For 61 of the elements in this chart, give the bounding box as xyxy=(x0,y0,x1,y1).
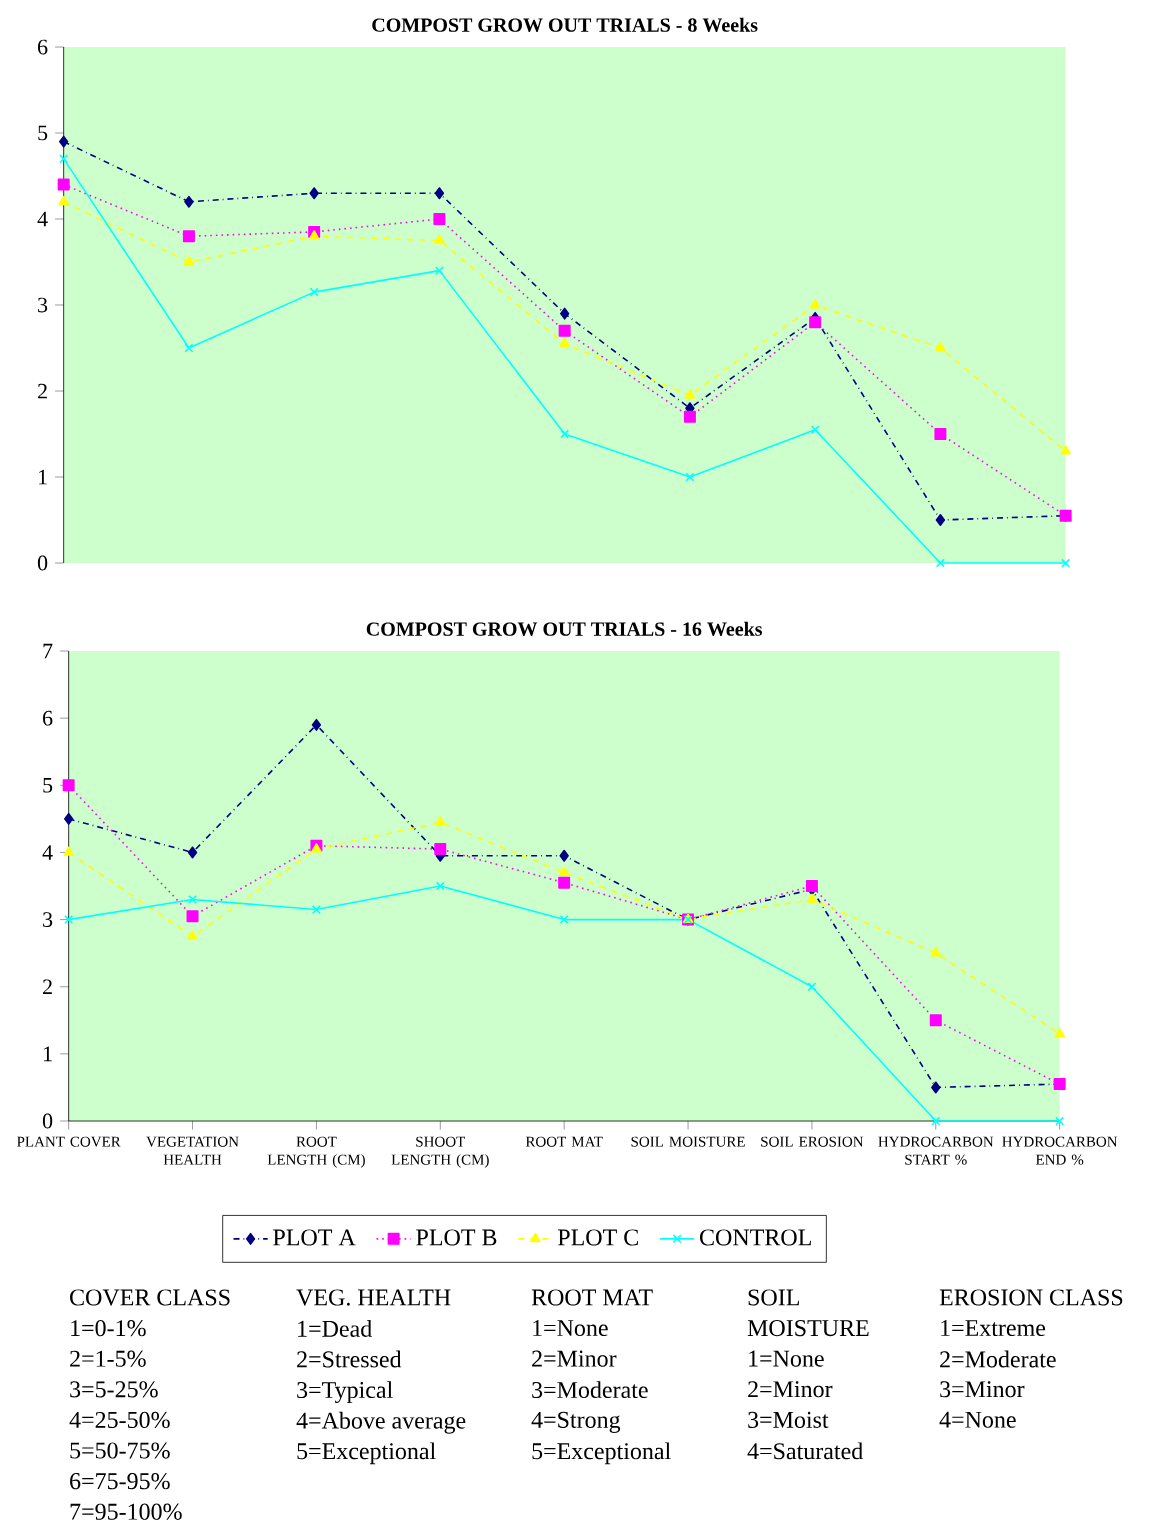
x-tick-label: ROOT LENGTH (CM) xyxy=(267,1136,366,1168)
y-tick-label: 2 xyxy=(38,383,48,399)
text: SOIL xyxy=(748,1289,800,1306)
legend-label: PLOT B xyxy=(416,1229,497,1246)
y-tick-label: 0 xyxy=(43,1113,53,1129)
text: 2=Minor xyxy=(748,1381,833,1398)
y-tick-label: 5 xyxy=(43,778,53,793)
text: 4=Strong xyxy=(531,1411,621,1433)
legend-label: PLOT A xyxy=(273,1229,356,1246)
y-tick-label: 2 xyxy=(43,979,53,995)
text: 1=None xyxy=(533,1320,608,1337)
text: EROSION CLASS xyxy=(939,1289,1123,1306)
text: 5=Exceptional xyxy=(532,1442,671,1465)
text: COVER CLASS xyxy=(70,1289,230,1306)
x-tick-label: ROOT MAT xyxy=(526,1136,603,1147)
text: 2=Minor xyxy=(532,1350,617,1367)
chart-title: COMPOST GROW OUT TRIALS - 16 Weeks xyxy=(366,621,763,636)
y-tick-label: 0 xyxy=(38,555,48,571)
text: 3=Moist xyxy=(748,1411,829,1428)
text: 1=0-1% xyxy=(71,1320,146,1337)
x-tick-label: SOIL EROSION xyxy=(761,1136,864,1147)
y-tick-label: 1 xyxy=(39,469,47,485)
y-tick-label: 6 xyxy=(38,39,48,55)
text: 7=95-100% xyxy=(70,1503,182,1520)
y-tick-label: 4 xyxy=(37,211,48,227)
text: 1=None xyxy=(749,1350,824,1367)
x-tick-label: HYDROCARBON START % xyxy=(878,1136,994,1165)
text: 4=None xyxy=(939,1411,1016,1428)
text: MOISTURE xyxy=(747,1320,869,1337)
x-tick-label: HYDROCARBON END % xyxy=(1002,1136,1118,1165)
x-tick-label: SOIL MOISTURE xyxy=(631,1136,745,1147)
text: 4=Above average xyxy=(296,1411,466,1434)
y-tick-label: 1 xyxy=(44,1046,52,1062)
text: 3=Moderate xyxy=(532,1381,648,1399)
legend-label: CONTROL xyxy=(700,1229,812,1246)
text: 3=5-25% xyxy=(70,1381,158,1398)
y-tick-label: 3 xyxy=(43,912,53,927)
text: 1=Extreme xyxy=(941,1320,1046,1337)
text: 1=Dead xyxy=(298,1320,373,1337)
text: 5=Exceptional xyxy=(297,1442,436,1465)
text: 5=50-75% xyxy=(70,1442,170,1459)
text: 3=Typical xyxy=(297,1381,393,1404)
x-tick-label: PLANT COVER xyxy=(17,1136,121,1147)
y-tick-label: 4 xyxy=(42,845,53,860)
text: 2=Moderate xyxy=(940,1350,1056,1368)
text: 4=25-50% xyxy=(69,1411,170,1429)
y-tick-label: 5 xyxy=(38,125,48,141)
text: 6=75-95% xyxy=(70,1473,170,1490)
text: 3=Minor xyxy=(940,1381,1025,1398)
legend-label: PLOT C xyxy=(558,1229,639,1246)
y-tick-label: 3 xyxy=(38,297,48,313)
x-tick-label: VEGETATION HEALTH xyxy=(146,1136,239,1165)
text: 4=Saturated xyxy=(747,1442,864,1460)
text: 2=1-5% xyxy=(70,1350,146,1367)
chart-title: COMPOST GROW OUT TRIALS - 8 Weeks xyxy=(372,17,758,32)
y-tick-label: 6 xyxy=(43,710,53,726)
y-tick-label: 7 xyxy=(43,643,53,659)
text: ROOT MAT xyxy=(531,1289,653,1306)
x-tick-label: SHOOT LENGTH (CM) xyxy=(391,1136,489,1168)
text: 2=Stressed xyxy=(297,1350,402,1368)
text: VEG. HEALTH xyxy=(296,1289,451,1306)
